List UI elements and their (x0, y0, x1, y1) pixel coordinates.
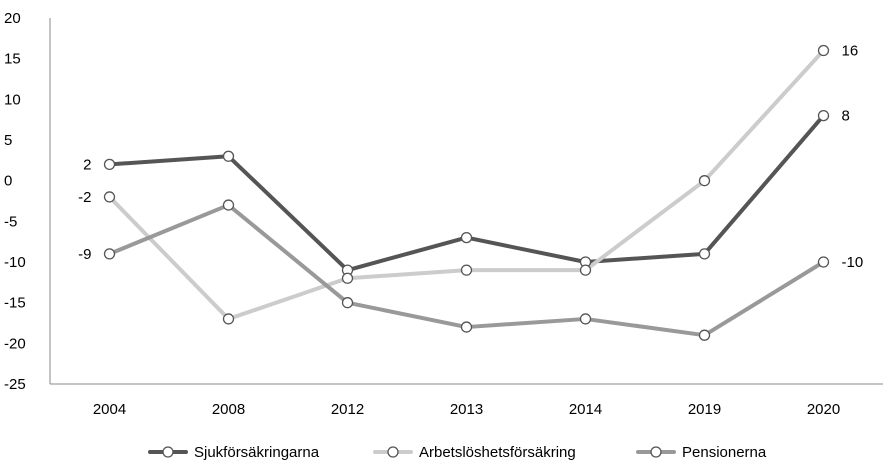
series-lines (107, 48, 826, 338)
data-label: 2 (83, 156, 91, 173)
y-tick-labels: 20 15 10 5 0 -5 -10 -15 -20 -25 (4, 10, 26, 393)
y-tick-label: 20 (4, 10, 21, 27)
legend-marker-0 (162, 446, 174, 458)
legend-marker-2 (650, 446, 662, 458)
data-point (460, 231, 473, 244)
y-tick-label: -25 (4, 376, 26, 393)
y-tick-label: -15 (4, 295, 26, 312)
y-tick-label: -5 (4, 213, 17, 230)
data-point (817, 44, 830, 57)
x-tick-label: 2004 (93, 401, 126, 418)
chart-axes (49, 18, 883, 385)
y-tick-label: -10 (4, 254, 26, 271)
data-point (222, 150, 235, 162)
data-label: -10 (842, 254, 864, 271)
legend-label-1: Arbetslöshetsförsäkring (419, 444, 576, 461)
data-point (817, 109, 830, 122)
x-tick-label: 2019 (688, 401, 721, 418)
data-point (460, 321, 473, 333)
legend-label-2: Pensionerna (682, 444, 767, 461)
data-point (698, 175, 711, 187)
data-point (579, 264, 592, 276)
series-line-1 (107, 48, 826, 321)
y-tick-label: -20 (4, 335, 26, 352)
y-tick-label: 10 (4, 91, 21, 108)
x-tick-label: 2012 (331, 401, 364, 418)
legend-label-0: Sjukförsäkringarna (194, 444, 320, 461)
data-point (103, 191, 116, 203)
y-tick-label: 0 (4, 173, 12, 190)
data-point (698, 248, 711, 260)
data-point (103, 158, 116, 171)
data-point (103, 248, 116, 260)
y-tick-label: 5 (4, 132, 12, 149)
data-point (341, 272, 354, 284)
data-label: -2 (78, 189, 91, 206)
data-point (579, 313, 592, 325)
x-tick-labels: 2004 2008 2012 2013 2014 2019 2020 (93, 401, 840, 418)
data-point (341, 297, 354, 309)
x-tick-label: 2014 (569, 401, 602, 418)
x-tick-label: 2008 (212, 401, 245, 418)
data-label: 16 (842, 43, 859, 60)
series-points (103, 44, 830, 341)
data-labels: 2 8 -2 16 -9 -10 (78, 43, 863, 271)
data-label: 8 (842, 108, 850, 125)
data-point (460, 264, 473, 276)
data-point (222, 199, 235, 211)
x-tick-label: 2013 (450, 401, 483, 418)
data-point (698, 329, 711, 341)
y-tick-label: 15 (4, 51, 21, 68)
series-line-0 (107, 113, 826, 273)
legend: Sjukförsäkringarna Arbetslöshetsförsäkrin… (148, 444, 767, 461)
data-point (817, 256, 830, 268)
legend-marker-1 (387, 446, 399, 458)
data-label: -9 (78, 246, 91, 263)
data-point (222, 313, 235, 325)
x-tick-label: 2020 (807, 401, 840, 418)
